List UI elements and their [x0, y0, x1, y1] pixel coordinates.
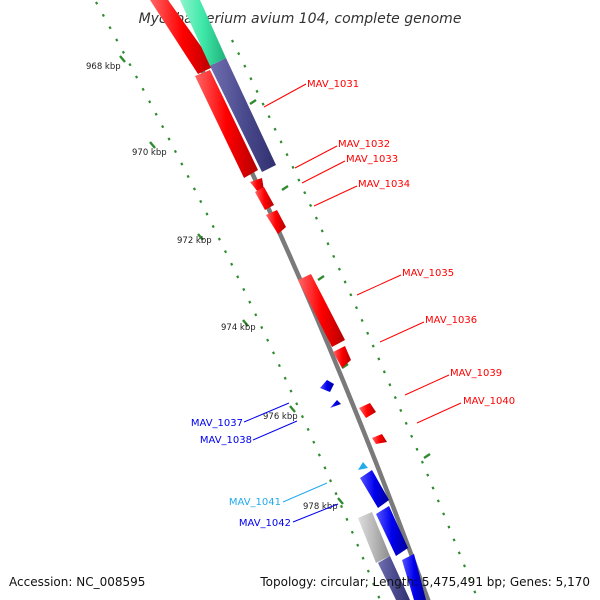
gene-label-MAV_1035: MAV_1035 — [402, 268, 454, 279]
gene-feature-MAV_1033 — [255, 187, 274, 210]
gene-feature-teal — [180, 0, 226, 66]
gene-feature-MAV_1039 — [359, 403, 376, 418]
gene-feature-blue-bottom — [402, 554, 426, 600]
gene-label-MAV_1032: MAV_1032 — [338, 139, 390, 150]
gene-label-MAV_1040: MAV_1040 — [463, 396, 515, 407]
gene-feature-MAV_1032 — [250, 178, 264, 192]
kbp-label-972: 972 kbp — [177, 236, 212, 246]
kbp-label-978: 978 kbp — [303, 502, 338, 512]
gene-label-MAV_1031: MAV_1031 — [307, 79, 359, 90]
gene-label-MAV_1038: MAV_1038 — [200, 435, 252, 446]
gene-label-MAV_1036: MAV_1036 — [425, 315, 477, 326]
gene-feature-MAV_1036 — [333, 346, 351, 368]
gene-label-MAV_1041: MAV_1041 — [229, 497, 281, 508]
gene-feature-MAV_1037 — [320, 380, 334, 392]
gene-features — [150, 0, 426, 600]
gene-feature-MAV_1034 — [266, 210, 286, 234]
gene-feature-MAV_1042 — [360, 470, 389, 508]
gene-feature-MAV_1040 — [372, 434, 387, 444]
gene-feature-grey — [358, 512, 390, 563]
kbp-label-976: 976 kbp — [263, 412, 298, 422]
gene-feature-MAV_1035 — [298, 274, 345, 347]
gene-label-MAV_1033: MAV_1033 — [346, 154, 398, 165]
accession-text: Accession: NC_008595 — [9, 575, 145, 589]
gene-feature-navy-bottom — [378, 556, 410, 600]
leader-lines — [243, 83, 462, 523]
kbp-label-970: 970 kbp — [132, 148, 167, 158]
gene-feature-navy — [210, 58, 276, 172]
kbp-label-974: 974 kbp — [221, 323, 256, 333]
kbp-label-968: 968 kbp — [86, 62, 121, 72]
gene-label-MAV_1042: MAV_1042 — [239, 518, 291, 529]
gene-label-MAV_1034: MAV_1034 — [358, 179, 410, 190]
topology-text: Topology: circular; Length: 5,475,491 bp… — [259, 575, 590, 589]
gene-label-MAV_1039: MAV_1039 — [450, 368, 502, 379]
gene-feature-MAV_1041 — [358, 462, 368, 470]
gene-feature-MAV_1038 — [330, 400, 341, 408]
map-title: Mycobacterium avium 104, complete genome — [139, 11, 462, 27]
major-ticks — [119, 55, 431, 505]
gene-feature-red-long — [195, 70, 258, 178]
gene-label-MAV_1037: MAV_1037 — [191, 418, 243, 429]
gene-feature-top-red — [150, 0, 215, 74]
gene-feature-blue-lower — [376, 506, 408, 556]
